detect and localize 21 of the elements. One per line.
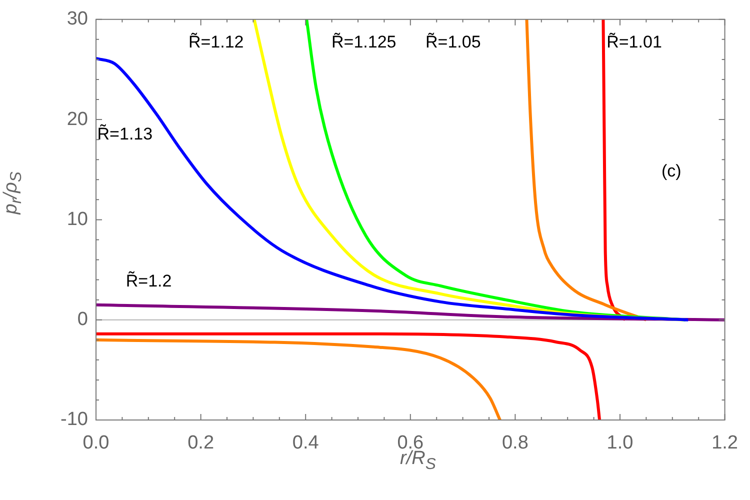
- y-tick-label: 0: [77, 309, 88, 330]
- y-tick-label: -10: [60, 409, 88, 430]
- x-tick-label: 0.4: [292, 432, 320, 454]
- y-tick-label: 30: [66, 8, 88, 30]
- x-tick-label: 0.8: [502, 432, 528, 454]
- x-tick-label: 0.2: [188, 432, 214, 454]
- series-label: R̃=1.2: [126, 270, 172, 290]
- x-tick-label: 1.2: [712, 432, 738, 454]
- line-series: [96, 332, 602, 420]
- series-label: R̃=1.125: [331, 32, 396, 52]
- y-tick-label: 20: [66, 108, 88, 130]
- text: R̃=1.05: [426, 32, 481, 52]
- series-label: R̃=1.12: [188, 32, 244, 52]
- line-series: [96, 338, 502, 420]
- y-tick-label: 10: [66, 208, 88, 230]
- x-tick-label: 1.0: [606, 432, 634, 454]
- annotation: (c): [661, 161, 682, 180]
- line-series: [96, 56, 690, 322]
- x-tick-label: 0.0: [82, 432, 110, 454]
- series-label: R̃=1.13: [97, 124, 153, 144]
- series-label: R̃=1.01: [606, 32, 662, 52]
